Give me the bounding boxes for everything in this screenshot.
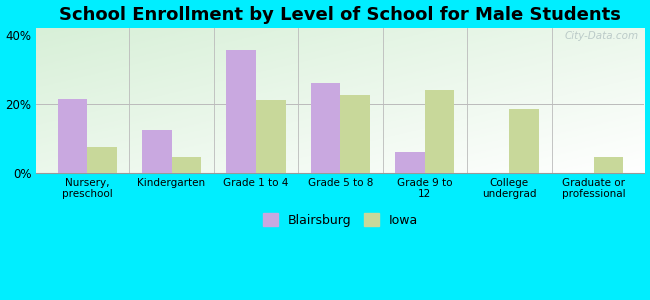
Bar	[142, 130, 172, 173]
Legend: Blairsburg, Iowa: Blairsburg, Iowa	[258, 208, 423, 232]
Bar	[311, 83, 341, 173]
Bar	[425, 90, 454, 173]
Bar	[256, 100, 285, 173]
Bar	[510, 109, 539, 173]
Bar	[58, 99, 87, 173]
Bar	[226, 50, 256, 173]
Text: City-Data.com: City-Data.com	[564, 31, 638, 41]
Bar	[87, 147, 116, 173]
Bar	[395, 152, 425, 173]
Title: School Enrollment by Level of School for Male Students: School Enrollment by Level of School for…	[60, 6, 621, 24]
Bar	[341, 95, 370, 173]
Bar	[594, 157, 623, 173]
Bar	[172, 157, 201, 173]
